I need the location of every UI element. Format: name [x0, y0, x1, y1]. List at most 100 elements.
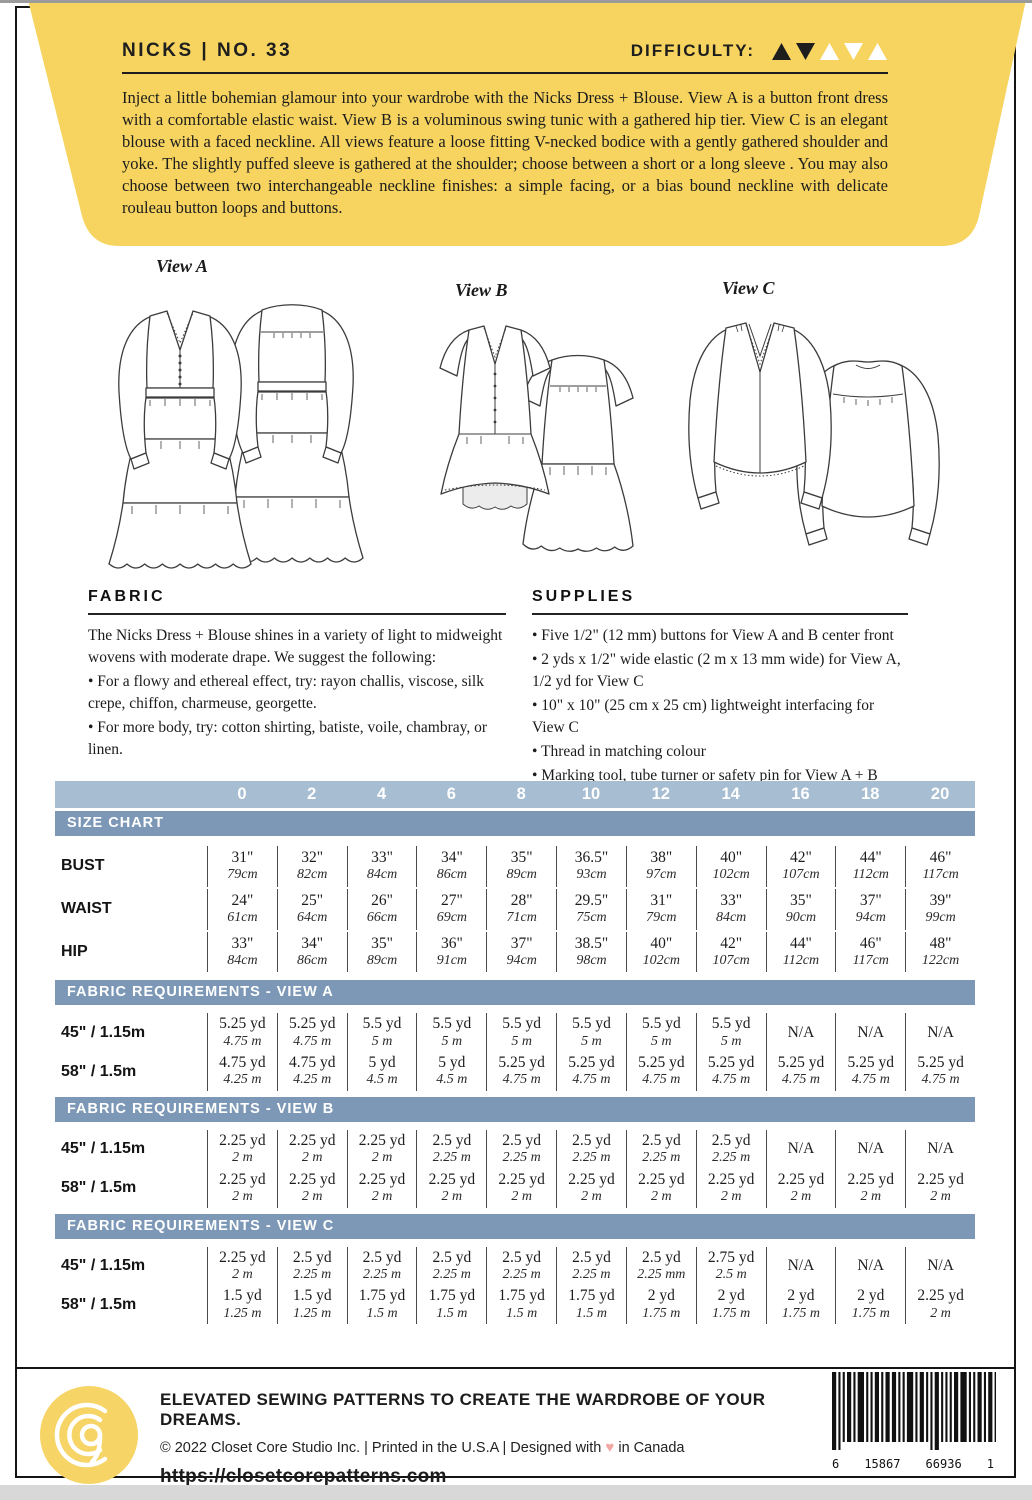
yardage-cell-na: N/A: [835, 1246, 905, 1286]
measurement-cell: 42" 107cm: [765, 846, 836, 887]
yardage-cell-na: N/A: [905, 1013, 975, 1053]
yardage-yd: 2.5 yd: [572, 1248, 611, 1266]
measurement-inches: 35": [510, 849, 533, 866]
yardage-m: 1.5 m: [506, 1305, 538, 1321]
size-column-header: 14: [721, 785, 740, 803]
view-a-figure: View A: [80, 256, 410, 582]
yardage-cell: 5.5 yd 5 m: [625, 1013, 696, 1053]
measurement-cell: 48" 122cm: [905, 931, 975, 973]
yardage-m: 2.5 m: [715, 1266, 747, 1282]
yardage-cell: 2.25 yd 2 m: [207, 1246, 277, 1286]
yardage-m: 1.75 m: [781, 1305, 820, 1321]
bullet-item: • For more body, try: cotton shirting, b…: [88, 719, 488, 758]
yardage-cell: 2.25 yd 2 m: [695, 1168, 766, 1208]
measurement-cell: 37" 94cm: [835, 888, 905, 930]
yardage-m: 2.25 mm: [637, 1266, 686, 1282]
size-column-header: 18: [861, 785, 880, 803]
yardage-cell: 1.75 yd 1.5 m: [486, 1285, 556, 1325]
measurement-cm: 102cm: [712, 867, 750, 883]
yardage-cell: 2.5 yd 2.25 m: [276, 1246, 347, 1286]
yardage-yd: 1.5 yd: [223, 1287, 262, 1305]
size-header-spacer: [55, 781, 207, 808]
yardage-cell: 2 yd 1.75 m: [695, 1285, 766, 1325]
bullet-item: • For a flowy and ethereal effect, try: …: [88, 673, 484, 712]
yardage-m: 2 m: [651, 1189, 672, 1205]
measurement-cell: 42" 107cm: [695, 931, 766, 973]
measurement-row-label: HIP: [61, 942, 88, 960]
yardage-m: 4.25 m: [293, 1072, 332, 1088]
view-c-figure: View C: [660, 278, 970, 584]
measurement-cell: 33" 84cm: [207, 931, 277, 973]
fabric-row-label: 58" / 1.5m: [61, 1062, 137, 1080]
yardage-m: 1.5 m: [436, 1305, 468, 1321]
yardage-m: 4.75 m: [851, 1072, 890, 1088]
measurement-cm: 71cm: [506, 910, 537, 926]
yardage-m: 2.25 m: [362, 1266, 402, 1282]
yardage-yd: 2.75 yd: [707, 1248, 755, 1266]
yardage-yd: 5 yd: [368, 1054, 396, 1072]
closet-core-logo-icon: [40, 1386, 138, 1484]
yardage-cell: 5.5 yd 5 m: [346, 1013, 417, 1053]
yardage-yd: 2.25 yd: [568, 1170, 615, 1188]
yardage-m: 2.25 m: [642, 1150, 681, 1166]
yardage-yd: 2.25 yd: [917, 1287, 964, 1305]
difficulty: DIFFICULTY:: [631, 41, 888, 61]
yardage-yd: 5.5 yd: [711, 1015, 751, 1033]
supplies-bullet-list: • Five 1/2" (12 mm) buttons for View A a…: [532, 625, 908, 787]
measurement-cm: 99cm: [925, 910, 956, 926]
measurement-inches: 36.5": [574, 849, 609, 866]
yardage-yd: 5.25 yd: [707, 1054, 755, 1072]
yardage-yd: 2.25 yd: [219, 1170, 266, 1188]
barcode-digit-group: 6: [832, 1457, 840, 1471]
measurement-cm: 117cm: [922, 867, 959, 883]
yardage-m: 1.75 m: [642, 1305, 681, 1321]
footer-divider: [15, 1367, 1016, 1369]
measurement-inches: 25": [301, 891, 324, 909]
yardage-m: 1.75 m: [712, 1305, 751, 1321]
measurement-inches: 37": [859, 891, 882, 909]
yardage-cell: 5.5 yd 5 m: [416, 1013, 486, 1053]
measurement-cell: 39" 99cm: [905, 888, 975, 930]
yardage-yd: 5.5 yd: [641, 1015, 681, 1033]
yardage-m: 2.25 m: [572, 1150, 611, 1166]
measurement-inches: 34": [440, 849, 463, 866]
supplies-heading: SUPPLIES: [532, 588, 908, 615]
yardage-cell: 1.75 yd 1.5 m: [556, 1285, 626, 1325]
measurement-inches: 29.5": [574, 891, 609, 909]
yardage-m: 1.25 m: [293, 1305, 332, 1321]
yardage-yd: 2.5 yd: [432, 1248, 472, 1266]
tables-area: 0 2 4 6 8 10 12 14 16 18 20 SIZE CHART BUST 31" 79cm 32…: [55, 781, 975, 1325]
fabric-intro: The Nicks Dress + Blouse shines in a var…: [88, 627, 503, 666]
yardage-cell: 2.25 yd 2 m: [835, 1168, 905, 1208]
page-edge-top: [0, 0, 1032, 3]
yardage-cell-na: N/A: [765, 1246, 836, 1286]
yardage-yd: 2.25 yd: [917, 1170, 964, 1188]
measurement-inches: 46": [929, 849, 952, 866]
yardage-m: 2.25 m: [432, 1150, 471, 1166]
measurement-cell: 32" 82cm: [276, 846, 347, 887]
measurement-cm: 91cm: [436, 952, 468, 968]
header: NICKS | NO. 33 DIFFICULTY: Inject a litt…: [122, 40, 888, 219]
yardage-yd: 2.25 yd: [219, 1248, 266, 1266]
fabric-row-label: 45" / 1.15m: [61, 1023, 146, 1041]
yardage-cell: 2.5 yd 2.25 m: [556, 1129, 626, 1169]
measurement-cm: 93cm: [576, 867, 607, 883]
yardage-yd: 5.5 yd: [572, 1015, 611, 1033]
yardage-yd: 1.75 yd: [568, 1287, 615, 1305]
yardage-cell-na: N/A: [905, 1246, 975, 1286]
measurement-cm: 69cm: [436, 910, 468, 926]
size-column-header: 2: [307, 785, 317, 803]
yardage-yd: 2.5 yd: [711, 1131, 751, 1149]
yardage-cell: 5.5 yd 5 m: [695, 1013, 766, 1053]
yardage-m: 4.75 m: [223, 1033, 262, 1049]
yardage-cell: 1.75 yd 1.5 m: [416, 1285, 486, 1325]
difficulty-label: DIFFICULTY:: [630, 41, 755, 60]
fabric-requirements-band: FABRIC REQUIREMENTS - VIEW C: [55, 1213, 975, 1239]
measurement-inches: 26": [371, 891, 393, 909]
yardage-cell: 2.25 yd 2 m: [207, 1129, 277, 1169]
yardage-yd: 2.5 yd: [502, 1248, 542, 1266]
difficulty-triangle-icon: [868, 42, 887, 60]
measurement-cm: 112cm: [852, 867, 889, 883]
yardage-m: 5 m: [511, 1033, 532, 1049]
